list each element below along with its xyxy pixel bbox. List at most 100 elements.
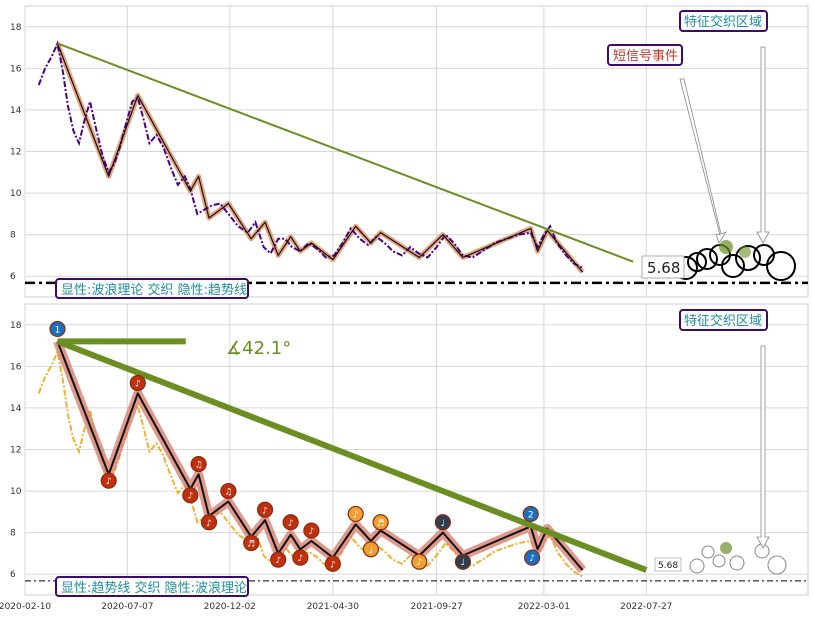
wave-marker-glyph: ♪ — [262, 506, 268, 516]
y-tick-label: 14 — [10, 106, 22, 116]
wave-marker-dot — [362, 541, 380, 558]
wave-marker-glyph: ♪ — [206, 519, 212, 529]
y-tick-label: 12 — [10, 446, 21, 456]
wave-series — [56, 341, 584, 571]
wave-marker-dot — [100, 472, 117, 489]
wave-marker: 2 — [522, 505, 539, 523]
zone-circle — [721, 254, 745, 278]
support-value-top: 5.68 — [647, 259, 680, 277]
zone-dot — [720, 542, 732, 554]
wave-marker-dot — [282, 514, 299, 531]
wave-marker-glyph: ♫ — [224, 488, 232, 498]
wave-marker-dot — [524, 549, 541, 566]
wave-marker-glyph: ♪ — [187, 492, 193, 502]
zone-circle — [689, 558, 705, 574]
top-plot-area — [25, 40, 808, 285]
wave-marker-dot — [522, 505, 539, 523]
wave-marker-glyph: ♪ — [330, 560, 336, 570]
wave-marker: ♬ — [372, 514, 389, 531]
y-tick-label: 18 — [10, 23, 22, 33]
zone-dot — [739, 246, 751, 258]
x-tick-label: 2022-07-27 — [620, 602, 672, 612]
wave-marker-dot — [324, 555, 341, 572]
y-tick-label: 12 — [10, 148, 21, 158]
wave-marker-glyph: ♪ — [529, 554, 535, 564]
wave-marker: ♫ — [190, 455, 207, 473]
wave-marker-glyph: ♪ — [297, 554, 303, 564]
wave-series — [56, 43, 584, 273]
y-tick-label: 6 — [10, 570, 16, 580]
short-signal-text: 短信号事件 — [613, 49, 678, 64]
wave-marker: ♪ — [182, 487, 199, 504]
wave-marker-dot — [190, 455, 207, 473]
trend-line — [57, 42, 634, 263]
support-label-bottom: 5.68 — [654, 557, 682, 572]
y-tick-label: 8 — [10, 231, 16, 241]
bottom-grid — [24, 304, 808, 595]
wave-marker-dot — [454, 553, 472, 570]
wave-marker: ♫ — [220, 482, 237, 500]
wave-marker: ♪ — [524, 549, 541, 566]
wave-marker: ♪ — [347, 505, 364, 523]
wave-marker: ♪ — [129, 374, 146, 392]
bottom-legend-text: 显性:趋势线 交织 隐性:波浪理论 — [61, 580, 247, 596]
wave-marker: ♪ — [324, 555, 341, 572]
wave-marker-dot — [270, 551, 287, 568]
x-tick-label: 2021-09-27 — [410, 602, 462, 612]
wave-marker-dot — [49, 320, 66, 338]
feature-zone-bottom-box: 特征交织区域 — [679, 309, 768, 331]
zone-circle — [729, 555, 745, 571]
feature-bottom-arrow — [756, 345, 770, 549]
wave-marker-glyph: ♪ — [275, 556, 281, 566]
y-tick-label: 16 — [10, 362, 22, 372]
zone-circle — [735, 245, 761, 271]
y-tick-label: 6 — [10, 272, 16, 282]
wave-marker: ♪ — [303, 522, 320, 539]
wave-marker: ♪ — [200, 514, 218, 531]
wave-marker-dot — [372, 514, 389, 531]
wave-marker-dot — [292, 549, 309, 566]
wave-marker-dot — [347, 505, 364, 523]
y-tick-label: 10 — [10, 189, 22, 199]
feature-zone-top-box: 特征交织区域 — [679, 10, 768, 32]
top-legend-box: 显性:波浪理论 交织 隐性:趋势线 — [55, 278, 249, 299]
wave-marker: ♪ — [411, 553, 428, 570]
zone-circle — [767, 555, 787, 575]
wave-marker: ♬ — [243, 534, 260, 552]
wave-marker: ♪ — [100, 472, 117, 489]
support-value-bottom: 5.68 — [658, 561, 678, 571]
wave-marker: ♪ — [270, 551, 287, 568]
short-signal-box: 短信号事件 — [607, 44, 683, 66]
feature-zone-top-text: 特征交织区域 — [684, 14, 762, 30]
wave-marker-dot — [220, 482, 237, 500]
bottom-legend-box: 显性:趋势线 交织 隐性:波浪理论 — [55, 576, 249, 597]
wave-marker-glyph: ♪ — [288, 519, 294, 529]
x-tick-label: 2020-12-02 — [204, 602, 256, 612]
feature-zone-bottom-text: 特征交织区域 — [684, 313, 762, 329]
wave-marker-glyph: ♬ — [247, 540, 255, 550]
zone-circle — [701, 545, 715, 559]
trend-angle-label: ∡42.1° — [226, 338, 291, 359]
y-tick-label: 16 — [10, 64, 22, 74]
wave-marker-dot — [182, 487, 199, 504]
zone-circle — [712, 554, 726, 568]
wave-marker-glyph: 1 — [55, 325, 61, 335]
wave-marker-glyph: ♪ — [106, 477, 112, 487]
wave-marker-dot — [129, 374, 146, 392]
zone-circle — [696, 248, 718, 270]
wave-marker: ♩ — [454, 553, 472, 570]
wave-marker-dot — [200, 514, 218, 531]
y-tick-label: 10 — [10, 487, 22, 497]
wave-marker-glyph: ♩ — [441, 519, 445, 529]
zone-dot — [719, 240, 733, 254]
wave-marker-dot — [434, 514, 451, 531]
wave-marker-glyph: ♪ — [309, 527, 315, 537]
x-tick-label: 2020-07-07 — [101, 602, 153, 612]
wave-marker-glyph: ♩ — [461, 558, 465, 568]
y-tick-label: 18 — [10, 321, 22, 331]
y-tick-label: 14 — [10, 404, 22, 414]
wave-marker-glyph: ♪ — [353, 510, 359, 520]
wave-marker-glyph: ♬ — [377, 519, 385, 529]
